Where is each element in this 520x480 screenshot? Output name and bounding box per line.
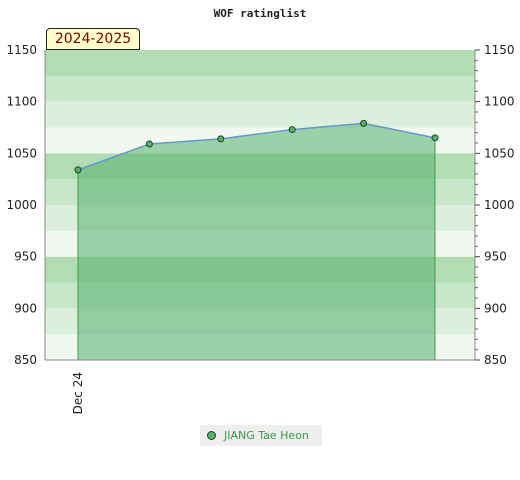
legend-marker-icon xyxy=(207,431,216,440)
data-point xyxy=(288,126,296,134)
y-tick-label-left: 1150 xyxy=(6,43,37,57)
x-axis: Dec 24 xyxy=(45,359,475,414)
legend[interactable]: JIANG Tae Heon xyxy=(200,425,322,446)
season-badge: 2024-2025 xyxy=(46,28,140,50)
data-point xyxy=(74,166,82,174)
x-tick-label: Dec 24 xyxy=(71,372,85,414)
series-area-fill xyxy=(77,122,436,361)
background-band xyxy=(45,50,475,76)
background-band xyxy=(45,101,475,128)
y-tick-label-right: 1000 xyxy=(484,198,515,212)
y-tick-label-right: 1050 xyxy=(484,146,515,160)
y-tick-label-left: 900 xyxy=(14,301,37,315)
data-point xyxy=(217,135,225,143)
legend-label: JIANG Tae Heon xyxy=(224,429,309,442)
series-area xyxy=(74,119,439,361)
y-tick-label-left: 950 xyxy=(14,250,37,264)
y-tick-label-right: 1100 xyxy=(484,95,515,109)
y-tick-label-right: 1150 xyxy=(484,43,515,57)
y-axis-right: 850 900 950 1000 1050 1100 1150 xyxy=(474,43,515,367)
data-point xyxy=(360,119,368,127)
y-tick-label-right: 850 xyxy=(484,353,507,367)
y-tick-label-left: 850 xyxy=(14,353,37,367)
y-tick-label-right: 900 xyxy=(484,301,507,315)
data-point xyxy=(431,134,439,142)
y-tick-label-left: 1050 xyxy=(6,146,37,160)
background-band xyxy=(45,75,475,102)
y-axis-left: 850 900 950 1000 1050 1100 1150 xyxy=(6,43,46,367)
chart-title: WOF ratinglist xyxy=(214,7,307,20)
series-line xyxy=(77,122,436,171)
y-tick-label-left: 1100 xyxy=(6,95,37,109)
y-tick-label-left: 1000 xyxy=(6,198,37,212)
y-tick-label-right: 950 xyxy=(484,250,507,264)
data-point xyxy=(145,140,153,148)
